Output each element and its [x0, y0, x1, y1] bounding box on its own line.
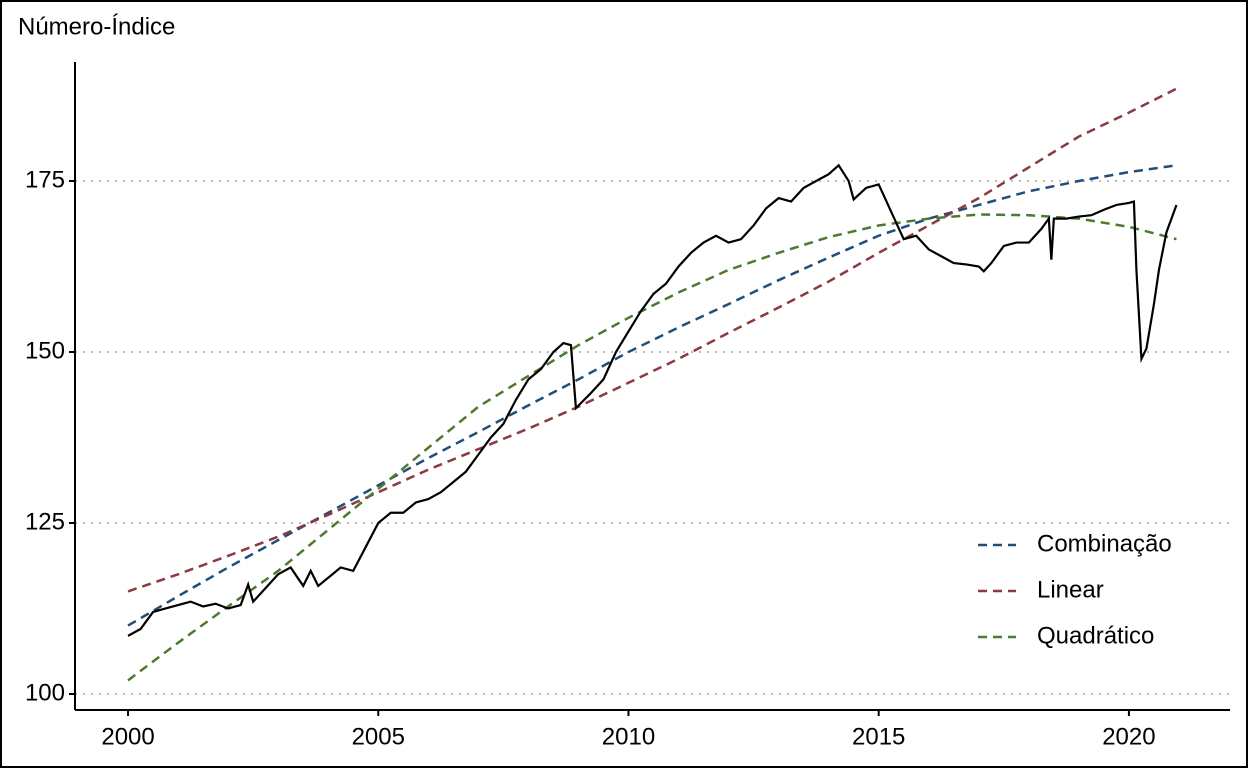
- x-tick-label: 2005: [352, 723, 405, 750]
- series-line: [127, 164, 1177, 627]
- x-tick-label: 2015: [852, 723, 905, 750]
- x-tick-label: 2010: [602, 723, 655, 750]
- y-tick-label: 100: [25, 679, 65, 706]
- y-axis-label: Número-Índice: [18, 13, 175, 40]
- legend-label: Linear: [1037, 576, 1104, 603]
- x-tick-label: 2000: [101, 723, 154, 750]
- y-tick-label: 150: [25, 337, 65, 364]
- series-line: [127, 213, 1177, 682]
- legend-label: Combinação: [1037, 530, 1172, 557]
- y-tick-label: 175: [25, 166, 65, 193]
- series-line: [127, 87, 1178, 593]
- legend-label: Quadrático: [1037, 622, 1154, 649]
- y-tick-label: 125: [25, 508, 65, 535]
- x-tick-label: 2020: [1102, 723, 1155, 750]
- series-line: [127, 163, 1178, 637]
